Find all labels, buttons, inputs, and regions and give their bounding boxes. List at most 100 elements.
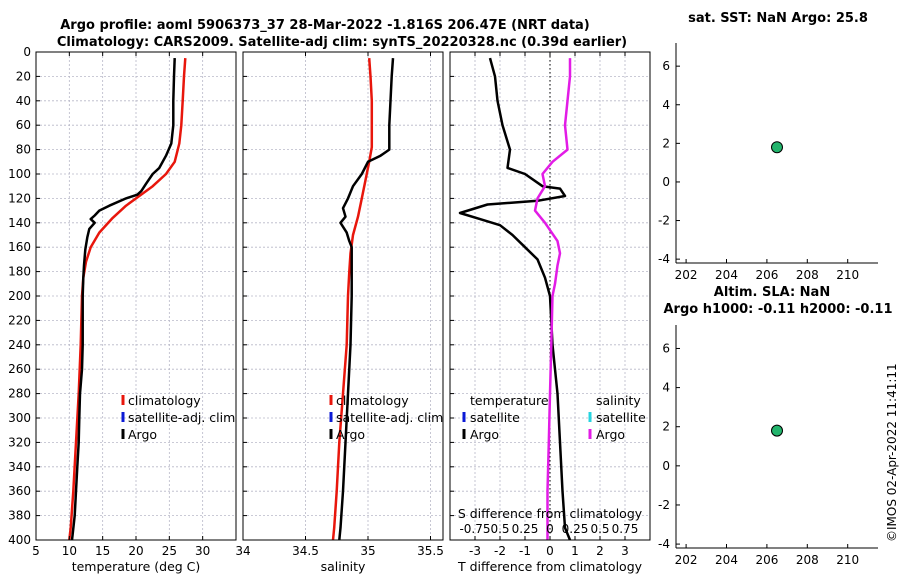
sst-ytick-label--2: -2: [658, 214, 670, 228]
temperature-xtick-label-20: 20: [128, 544, 143, 558]
temperature-xtick-label-5: 5: [32, 544, 40, 558]
difference-series-salinity-argo: [533, 58, 572, 540]
difference-xtick-label--2: -2: [494, 544, 506, 558]
temperature-series-climatology: [68, 58, 187, 541]
sla-ytick-label--4: -4: [658, 537, 670, 551]
sst-point-0: [771, 141, 783, 154]
difference-legend-label-3: Argo: [596, 427, 625, 442]
difference-xtick-label-2: 2: [596, 544, 604, 558]
temperature-ytick-label-180: 180: [8, 265, 31, 279]
difference-legend-label-0: satellite: [470, 410, 520, 425]
temperature-ytick-label-120: 120: [8, 191, 31, 205]
plots-layer: 5 10 15 20 25 3002040608010012014016018020022…: [8, 43, 878, 574]
sst-ytick-label-4: 4: [662, 98, 670, 112]
salinity-legend-label-2: Argo: [336, 427, 365, 442]
imos-timestamp: ©IMOS 02-Apr-2022 11:41:11: [885, 363, 899, 542]
difference-series-temperature-argo: [458, 57, 572, 541]
temperature-ytick-label-140: 140: [8, 216, 31, 230]
temperature-ytick-label-340: 340: [8, 460, 31, 474]
sst-xtick-label-202: 202: [675, 268, 698, 282]
salinity-series-argo: [338, 58, 395, 541]
temperature-ytick-label-60: 60: [16, 118, 31, 132]
difference-top-tick-label-3: 0: [546, 522, 554, 536]
difference-xtick-label-0: 0: [546, 544, 554, 558]
difference-top-tick-label-6: 0.75: [612, 522, 639, 536]
temperature-ytick-label-380: 380: [8, 509, 31, 523]
temperature-ytick-label-0: 0: [23, 45, 31, 59]
difference-legend-label-2: satellite: [596, 410, 646, 425]
temperature-legend-label-1: satellite-adj. clim: [128, 410, 235, 425]
difference-xtick-label-3: 3: [621, 544, 629, 558]
difference-xlabel-top: S difference from climatology: [458, 506, 643, 521]
temperature-ytick-label-240: 240: [8, 338, 31, 352]
temperature-ytick-label-220: 220: [8, 313, 31, 327]
sla-ytick-label-6: 6: [662, 341, 670, 355]
temperature-series-argo: [70, 58, 176, 541]
difference-legend-header-temperature: temperature: [470, 393, 549, 408]
sla-subtitle: Argo h1000: -0.11 h2000: -0.11: [663, 302, 892, 317]
temperature-xtick-label-15: 15: [95, 544, 110, 558]
salinity-xlabel: salinity: [321, 559, 366, 574]
figure-title-line1: Argo profile: aoml 5906373_37 28-Mar-202…: [60, 18, 590, 33]
temperature-xtick-label-25: 25: [162, 544, 177, 558]
difference-top-tick-label-1: 0.5: [490, 522, 509, 536]
sla-point-0: [771, 424, 783, 437]
temperature-ytick-label-360: 360: [8, 484, 31, 498]
salinity-series-climatology: [331, 58, 374, 541]
temperature-ytick-label-160: 160: [8, 240, 31, 254]
salinity-panel: 34 34.5 35 35.5 salinity climatology satellite…: [235, 51, 444, 574]
temperature-ytick-label-200: 200: [8, 289, 31, 303]
temperature-ytick-label-300: 300: [8, 411, 31, 425]
sla-ytick-label--2: -2: [658, 498, 670, 512]
sst-ytick-label-0: 0: [662, 175, 670, 189]
sla-title: Altim. SLA: NaN: [714, 285, 830, 300]
temperature-xtick-label-10: 10: [62, 544, 77, 558]
sla-xtick-label-208: 208: [796, 553, 819, 567]
sla-panel: 202 204 206 208 210 -4 -2 0 2 4 6: [658, 325, 878, 567]
temperature-ytick-label-80: 80: [16, 143, 31, 157]
salinity-legend-label-0: climatology: [336, 393, 409, 408]
difference-legend-label-1: Argo: [470, 427, 499, 442]
difference-top-tick-label-2: 0.25: [512, 522, 539, 536]
temperature-ytick-label-320: 320: [8, 435, 31, 449]
temperature-legend-label-2: Argo: [128, 427, 157, 442]
sst-xtick-label-210: 210: [836, 268, 859, 282]
temperature-xlabel: temperature (deg C): [72, 559, 201, 574]
sst-title: sat. SST: NaN Argo: 25.8: [688, 11, 868, 26]
temperature-ytick-label-20: 20: [16, 69, 31, 83]
difference-xtick-label-1: 1: [571, 544, 579, 558]
difference-panel: -3 -2 -1 0 1 2 3T difference from climatology S…: [449, 51, 651, 574]
figure-title-line2: Climatology: CARS2009. Satellite-adj cli…: [57, 35, 627, 50]
sla-xtick-label-210: 210: [836, 553, 859, 567]
difference-top-tick-label-4: 0.25: [562, 522, 589, 536]
difference-xtick-label--3: -3: [469, 544, 481, 558]
temperature-ytick-label-280: 280: [8, 387, 31, 401]
sst-xtick-label-206: 206: [755, 268, 778, 282]
temperature-panel: 5 10 15 20 25 3002040608010012014016018020022…: [8, 45, 237, 574]
difference-xlabel: T difference from climatology: [457, 559, 643, 574]
sla-ytick-label-2: 2: [662, 420, 670, 434]
temperature-xtick-label-30: 30: [195, 544, 210, 558]
sst-ytick-label-6: 6: [662, 59, 670, 73]
salinity-xtick-label-35.5: 35.5: [417, 544, 444, 558]
sst-panel: 202 204 206 208 210 -4 -2 0 2 4 6: [658, 43, 878, 282]
difference-legend-header-salinity: salinity: [596, 393, 641, 408]
sla-ytick-label-4: 4: [662, 381, 670, 395]
salinity-legend-label-1: satellite-adj. clim: [336, 410, 443, 425]
sla-xtick-label-204: 204: [715, 553, 738, 567]
sst-ytick-label--4: -4: [658, 252, 670, 266]
sla-ytick-label-0: 0: [662, 459, 670, 473]
difference-top-tick-label-5: 0.5: [590, 522, 609, 536]
sla-xtick-label-206: 206: [755, 553, 778, 567]
salinity-xtick-label-34: 34: [235, 544, 250, 558]
temperature-ytick-label-40: 40: [16, 94, 31, 108]
temperature-legend-label-0: climatology: [128, 393, 201, 408]
salinity-xtick-label-34.5: 34.5: [292, 544, 319, 558]
sst-xtick-label-204: 204: [715, 268, 738, 282]
difference-top-tick-label-0: -0.75: [459, 522, 490, 536]
difference-xtick-label--1: -1: [519, 544, 531, 558]
salinity-xtick-label-35: 35: [360, 544, 375, 558]
temperature-ytick-label-400: 400: [8, 533, 31, 547]
sst-ytick-label-2: 2: [662, 136, 670, 150]
